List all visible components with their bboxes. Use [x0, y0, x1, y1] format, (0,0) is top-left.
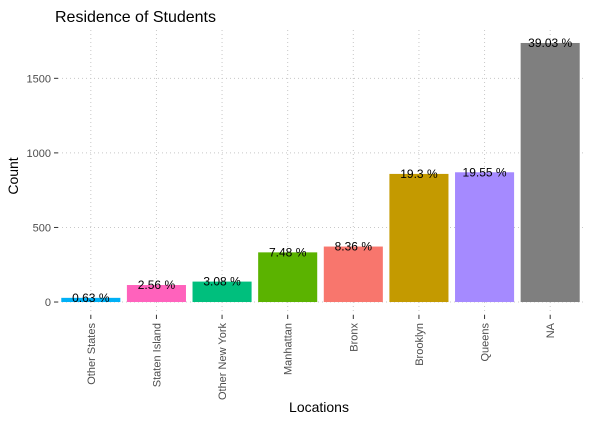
data-label: 39.03 % [528, 36, 572, 50]
x-tick-label: Staten Island [151, 323, 163, 387]
y-tick-label: 1000 [27, 148, 51, 160]
bar [455, 172, 515, 303]
bar [389, 173, 449, 303]
data-label: 0.63 % [72, 291, 110, 305]
bar [258, 252, 318, 303]
x-tick-label: Queens [480, 323, 492, 362]
x-axis-title: Locations [289, 399, 349, 415]
y-axis: 0 500 1000 1500 [27, 73, 58, 309]
data-label: 2.56 % [138, 278, 176, 292]
data-label: 8.36 % [335, 240, 373, 254]
x-tick-label: NA [545, 322, 557, 338]
bars [61, 42, 580, 303]
data-label: 19.55 % [463, 165, 507, 179]
data-label: 7.48 % [269, 245, 307, 259]
data-label: 19.3 % [400, 167, 438, 181]
data-labels: 0.63 % 2.56 % 3.08 % 7.48 % 8.36 % 19.3 % 19.5… [72, 36, 572, 305]
y-tick-label: 500 [33, 222, 51, 234]
data-label: 3.08 % [203, 275, 241, 289]
y-axis-title: Count [5, 157, 21, 194]
x-tick-label: Manhattan [283, 323, 295, 375]
x-tick-label: Brooklyn [414, 323, 426, 366]
bar [323, 246, 383, 303]
bar [192, 281, 252, 303]
bar [520, 42, 580, 303]
x-tick-label: Bronx [348, 323, 360, 352]
bar [126, 285, 186, 303]
bar [61, 297, 121, 303]
chart-title: Residence of Students [55, 9, 216, 26]
x-axis: Other States Staten Island Other New York M… [86, 315, 557, 400]
y-tick-label: 0 [45, 297, 51, 309]
y-tick-label: 1500 [27, 73, 51, 85]
x-tick-label: Other States [86, 323, 98, 385]
x-tick-label: Other New York [217, 323, 229, 401]
